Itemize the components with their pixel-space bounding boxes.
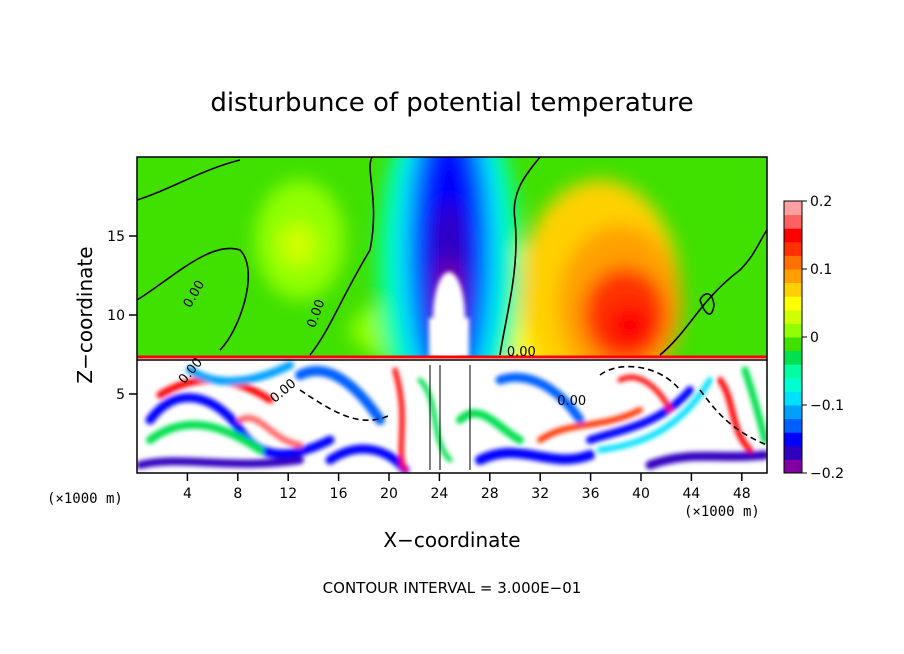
contour-interval-note: CONTOUR INTERVAL = 3.000E−01 bbox=[323, 579, 582, 597]
colorbar-tick-label: 0.2 bbox=[810, 194, 832, 210]
x-tick-label: 12 bbox=[279, 486, 297, 502]
x-tick-label: 20 bbox=[380, 486, 398, 502]
contour-label: 0.00 bbox=[507, 345, 536, 360]
colorbar-swatch bbox=[784, 309, 802, 324]
x-tick-label: 24 bbox=[430, 486, 448, 502]
colorbar-swatch bbox=[784, 269, 802, 284]
x-unit-label-right: (×1000 m) bbox=[684, 504, 760, 520]
colorbar-swatch bbox=[784, 201, 802, 216]
colorbar-tick-label: 0.1 bbox=[810, 262, 832, 278]
x-tick-label: 28 bbox=[481, 486, 499, 502]
colorbar-swatch bbox=[784, 323, 802, 338]
y-tick-label: 5 bbox=[116, 387, 125, 403]
y-axis: 5 10 15 bbox=[107, 229, 137, 403]
x-tick-label: 8 bbox=[233, 486, 242, 502]
x-tick-label: 36 bbox=[582, 486, 600, 502]
colorbar-swatch bbox=[784, 364, 802, 379]
colorbar-tick-label: −0.2 bbox=[810, 466, 844, 482]
x-axis: 4 8 12 16 20 24 28 32 36 40 44 48 bbox=[183, 473, 751, 502]
colorbar-swatch bbox=[784, 459, 802, 474]
colorbar-swatch bbox=[784, 282, 802, 297]
colorbar-swatch bbox=[784, 337, 802, 352]
x-unit-label-left: (×1000 m) bbox=[47, 491, 123, 507]
colorbar-swatch bbox=[784, 405, 802, 420]
colorbar-swatch bbox=[784, 391, 802, 406]
contour-label: 0.00 bbox=[557, 394, 586, 409]
colorbar-swatch bbox=[784, 241, 802, 256]
x-tick-label: 44 bbox=[682, 486, 700, 502]
heatmap-field bbox=[137, 157, 767, 473]
colorbar-tick-label: −0.1 bbox=[810, 398, 844, 414]
colorbar-tick-label: 0 bbox=[810, 330, 819, 346]
y-tick-label: 15 bbox=[107, 229, 125, 245]
colorbar-swatch bbox=[784, 350, 802, 365]
colorbar-swatch bbox=[784, 255, 802, 270]
colorbar-swatch bbox=[784, 432, 802, 447]
colorbar-swatch bbox=[784, 377, 802, 392]
x-tick-label: 32 bbox=[531, 486, 549, 502]
y-tick-label: 10 bbox=[107, 308, 125, 324]
colorbar-swatch bbox=[784, 445, 802, 460]
colorbar: 0.2 0.1 0 −0.1 −0.2 bbox=[783, 194, 844, 482]
colorbar-swatch bbox=[784, 418, 802, 433]
colorbar-swatch bbox=[784, 296, 802, 311]
colorbar-swatch bbox=[784, 214, 802, 229]
x-axis-label: X−coordinate bbox=[383, 528, 520, 552]
x-tick-label: 4 bbox=[183, 486, 192, 502]
upper-layer-field bbox=[137, 157, 767, 357]
colorbar-swatch bbox=[784, 228, 802, 243]
x-tick-label: 16 bbox=[330, 486, 348, 502]
chart-title: disturbunce of potential temperature bbox=[210, 88, 693, 118]
y-axis-label: Z−coordinate bbox=[73, 246, 97, 383]
lower-layer-field bbox=[137, 358, 767, 473]
x-tick-label: 40 bbox=[632, 486, 650, 502]
contour-lines bbox=[137, 157, 767, 470]
x-tick-label: 48 bbox=[733, 486, 751, 502]
